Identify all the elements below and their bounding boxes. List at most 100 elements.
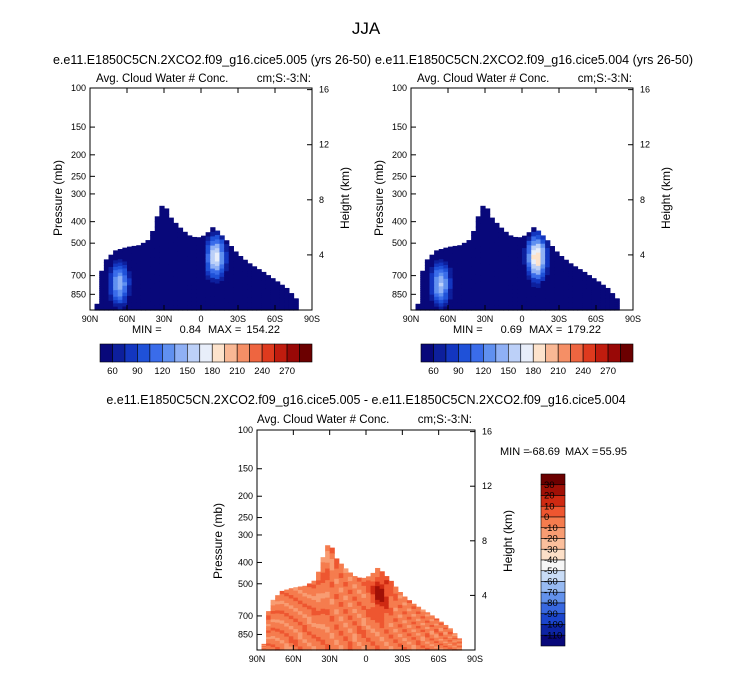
contour-cell xyxy=(191,236,197,242)
contour-cell xyxy=(485,298,491,305)
contour-cell xyxy=(242,270,248,275)
contour-cell xyxy=(266,641,272,645)
colorbar-box xyxy=(532,343,547,363)
contour-cell xyxy=(384,580,390,585)
contour-cell xyxy=(508,293,514,299)
contour-cell xyxy=(480,223,486,230)
contour-cell xyxy=(201,289,207,295)
contour-cell xyxy=(420,625,426,629)
contour-cell xyxy=(366,621,372,627)
contour-cell xyxy=(522,243,528,249)
contour-cell xyxy=(545,267,551,272)
contour-cell xyxy=(402,644,408,648)
contour-cell xyxy=(402,596,408,601)
contour-cell xyxy=(361,645,367,651)
contour-cell xyxy=(420,634,426,638)
contour-cell xyxy=(609,294,616,297)
contour-cell xyxy=(512,241,518,246)
contour-cell xyxy=(457,255,463,261)
contour-cell xyxy=(261,295,267,298)
min-value: 0.84 xyxy=(180,324,201,336)
contour-cell xyxy=(247,268,253,272)
contour-cell xyxy=(150,279,156,285)
colorbar: 60 90 120 150 180 210 240 270 xyxy=(99,343,313,377)
contour-cell xyxy=(256,296,262,300)
contour-cell xyxy=(127,292,133,297)
contour-cell xyxy=(452,642,458,645)
contour-cell xyxy=(452,274,458,279)
contour-cell xyxy=(434,625,440,628)
contour-cell xyxy=(108,285,114,290)
contour-cell xyxy=(508,264,514,270)
contour-cell xyxy=(600,301,606,304)
contour-cell xyxy=(288,304,295,306)
contour-cell xyxy=(168,284,174,291)
contour-cell xyxy=(471,252,477,258)
contour-cell xyxy=(420,613,426,617)
contour-cell xyxy=(343,595,349,601)
contour-cell xyxy=(343,631,349,637)
contour-cell xyxy=(526,262,532,268)
contour-cell xyxy=(452,302,458,308)
contour-cell xyxy=(275,622,281,627)
contour-cell xyxy=(545,275,551,280)
contour-cell xyxy=(563,290,569,294)
contour-cell xyxy=(549,295,555,300)
contour-cell xyxy=(356,577,363,583)
contour-cell xyxy=(600,284,606,287)
contour-cell xyxy=(251,302,258,306)
contour-cell xyxy=(452,643,458,646)
contour-cell xyxy=(256,282,262,286)
contour-cell xyxy=(498,264,505,270)
contour-cell xyxy=(154,237,160,243)
contour-cell xyxy=(127,250,133,255)
contour-cell xyxy=(191,305,197,311)
contour-cell xyxy=(447,636,453,639)
contour-cell xyxy=(549,260,555,265)
colorbar-box xyxy=(186,343,201,363)
contour-cell xyxy=(297,600,304,605)
contour-cell xyxy=(424,301,431,305)
contour-cell xyxy=(434,306,440,311)
contour-cell xyxy=(614,298,620,300)
contour-cell xyxy=(600,304,606,307)
contour-cell xyxy=(347,632,353,638)
contour-cell xyxy=(503,231,509,237)
contour-cell xyxy=(540,289,546,295)
contour-cell xyxy=(329,644,335,651)
contour-cell xyxy=(108,276,114,280)
contour-cell xyxy=(572,271,579,275)
contour-cell xyxy=(586,286,592,290)
contour-cell xyxy=(415,609,422,613)
contour-cell xyxy=(498,273,505,279)
contour-cell xyxy=(559,259,565,263)
contour-cell xyxy=(228,281,234,286)
contour-cell xyxy=(311,592,317,597)
contour-cell xyxy=(284,596,290,601)
contour-cell xyxy=(177,232,184,238)
contour-cell xyxy=(159,269,165,276)
contour-cell xyxy=(425,645,431,649)
contour-cell xyxy=(375,608,381,615)
contour-cell xyxy=(429,297,435,302)
contour-cell xyxy=(191,277,197,283)
contour-cell xyxy=(320,598,326,605)
contour-cell xyxy=(145,259,151,264)
contour-cell xyxy=(420,645,426,649)
contour-cell xyxy=(261,299,267,303)
contour-cell xyxy=(503,257,509,263)
y-tick-label: 850 xyxy=(238,629,253,639)
contour-cell xyxy=(168,227,174,234)
contour-cell xyxy=(438,262,444,267)
contour-cell xyxy=(191,273,197,279)
contour-cell xyxy=(182,257,188,263)
contour-cell xyxy=(334,568,340,575)
contour-cell xyxy=(411,611,417,615)
contour-cell xyxy=(379,619,385,625)
contour-cell xyxy=(429,279,435,283)
contour-cell xyxy=(540,280,546,286)
contour-cell xyxy=(554,283,560,288)
contour-cell xyxy=(210,241,216,247)
contour-cell xyxy=(99,303,105,307)
contour-cell xyxy=(270,605,276,609)
